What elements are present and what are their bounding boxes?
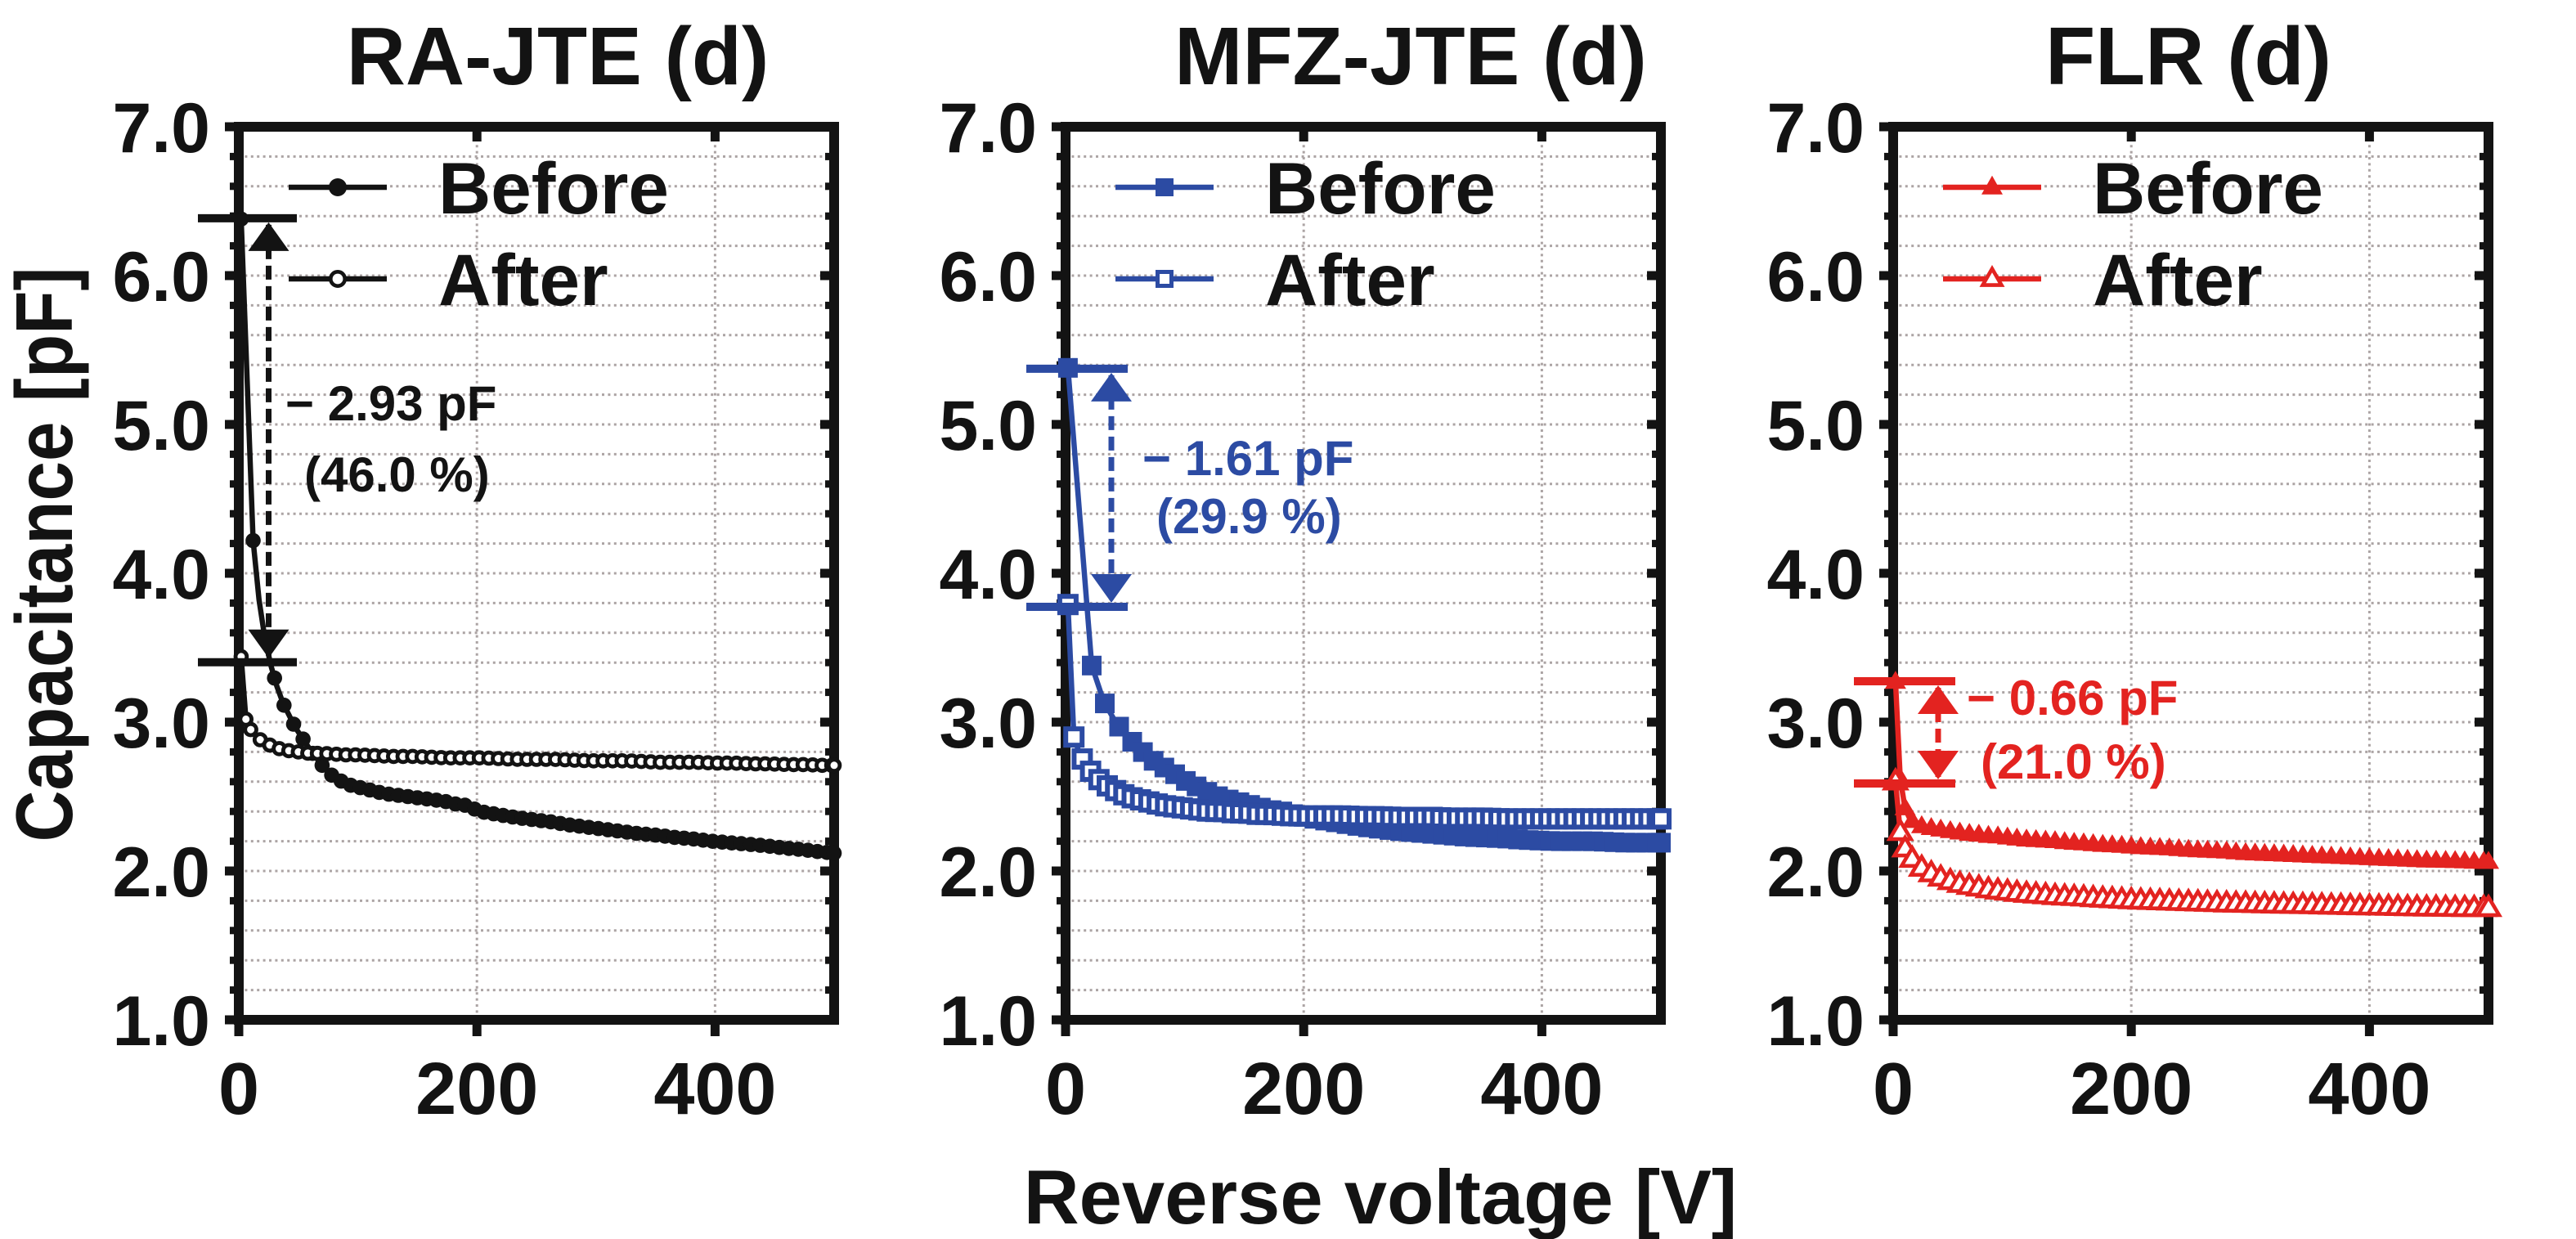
svg-text:4.0: 4.0 [112, 536, 210, 614]
svg-text:6.0: 6.0 [1766, 238, 1865, 316]
svg-text:2.0: 2.0 [112, 833, 210, 912]
svg-text:1.0: 1.0 [939, 982, 1037, 1061]
svg-text:− 2.93 pF: − 2.93 pF [285, 376, 496, 431]
svg-text:4.0: 4.0 [1766, 536, 1865, 614]
svg-text:400: 400 [2308, 1048, 2430, 1130]
svg-text:200: 200 [2070, 1048, 2192, 1130]
svg-text:5.0: 5.0 [1766, 387, 1865, 465]
svg-text:1.0: 1.0 [1766, 982, 1865, 1061]
svg-text:400: 400 [1480, 1048, 1603, 1130]
svg-text:(29.9 %): (29.9 %) [1156, 489, 1342, 544]
svg-text:Before: Before [1265, 147, 1496, 229]
svg-text:0: 0 [1873, 1048, 1914, 1130]
svg-text:7.0: 7.0 [939, 89, 1037, 168]
svg-text:(21.0 %): (21.0 %) [1981, 734, 2166, 789]
svg-text:(46.0 %): (46.0 %) [304, 447, 490, 502]
svg-text:Before: Before [2093, 147, 2323, 229]
svg-text:1.0: 1.0 [112, 982, 210, 1061]
svg-text:3.0: 3.0 [112, 685, 210, 763]
svg-text:RA-JTE (d): RA-JTE (d) [347, 11, 770, 102]
svg-text:6.0: 6.0 [112, 238, 210, 316]
svg-text:400: 400 [653, 1048, 776, 1130]
svg-text:200: 200 [415, 1048, 538, 1130]
svg-text:4.0: 4.0 [939, 536, 1037, 614]
svg-text:7.0: 7.0 [1766, 89, 1865, 168]
svg-text:MFZ-JTE (d): MFZ-JTE (d) [1174, 11, 1647, 102]
svg-text:Reverse voltage [V]: Reverse voltage [V] [1024, 1154, 1737, 1239]
svg-text:− 0.66 pF: − 0.66 pF [1967, 671, 2178, 725]
svg-text:5.0: 5.0 [112, 387, 210, 465]
svg-text:5.0: 5.0 [939, 387, 1037, 465]
svg-text:2.0: 2.0 [939, 833, 1037, 912]
svg-text:After: After [438, 239, 608, 321]
svg-text:3.0: 3.0 [939, 685, 1037, 763]
svg-text:0: 0 [1045, 1048, 1086, 1130]
svg-text:Before: Before [438, 147, 669, 229]
svg-text:FLR (d): FLR (d) [2045, 11, 2331, 102]
svg-text:3.0: 3.0 [1766, 685, 1865, 763]
svg-text:200: 200 [1242, 1048, 1365, 1130]
svg-text:Capacitance [pF]: Capacitance [pF] [0, 267, 89, 842]
svg-text:6.0: 6.0 [939, 238, 1037, 316]
svg-text:After: After [2093, 239, 2263, 321]
svg-text:2.0: 2.0 [1766, 833, 1865, 912]
svg-text:0: 0 [218, 1048, 259, 1130]
svg-text:7.0: 7.0 [112, 89, 210, 168]
svg-text:After: After [1265, 239, 1435, 321]
svg-text:− 1.61 pF: − 1.61 pF [1142, 431, 1353, 486]
